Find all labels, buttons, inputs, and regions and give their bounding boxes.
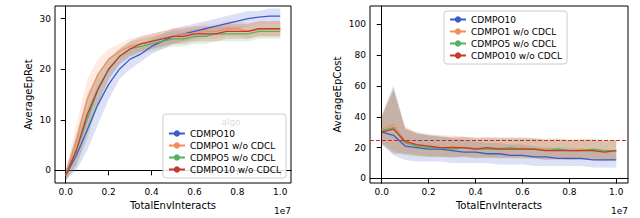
- svg-text:0.8: 0.8: [230, 187, 245, 197]
- svg-text:AverageEpCost: AverageEpCost: [332, 56, 343, 132]
- svg-text:0.0: 0.0: [375, 187, 390, 197]
- svg-text:0.4: 0.4: [144, 187, 159, 197]
- svg-text:1.0: 1.0: [273, 187, 288, 197]
- svg-text:10: 10: [40, 115, 52, 125]
- svg-text:0: 0: [45, 165, 51, 175]
- svg-text:0.6: 0.6: [515, 187, 530, 197]
- svg-text:100: 100: [349, 19, 366, 29]
- svg-text:30: 30: [40, 14, 52, 24]
- svg-text:CDMPO10: CDMPO10: [190, 129, 235, 139]
- svg-text:CDMPO10 w/o CDCL: CDMPO10 w/o CDCL: [471, 51, 562, 61]
- svg-text:CDMPO10 w/o CDCL: CDMPO10 w/o CDCL: [190, 165, 281, 175]
- svg-text:0.8: 0.8: [562, 187, 577, 197]
- svg-text:80: 80: [355, 50, 367, 60]
- svg-text:1e7: 1e7: [611, 206, 628, 216]
- svg-text:0: 0: [360, 173, 366, 183]
- svg-text:CDMPO10: CDMPO10: [471, 15, 516, 25]
- svg-text:0.0: 0.0: [59, 187, 74, 197]
- svg-text:TotalEnvInteracts: TotalEnvInteracts: [129, 200, 216, 211]
- svg-text:60: 60: [355, 81, 367, 91]
- svg-text:20: 20: [40, 64, 52, 74]
- svg-text:1.0: 1.0: [609, 187, 624, 197]
- svg-text:CDMPO5 w/o CDCL: CDMPO5 w/o CDCL: [471, 39, 556, 49]
- svg-text:1e7: 1e7: [274, 206, 291, 216]
- svg-text:CDMPO1 w/o CDCL: CDMPO1 w/o CDCL: [471, 27, 556, 37]
- svg-text:20: 20: [355, 143, 367, 153]
- svg-text:AverageEpRet: AverageEpRet: [23, 59, 34, 129]
- svg-text:0.4: 0.4: [468, 187, 483, 197]
- svg-text:40: 40: [355, 112, 367, 122]
- svg-text:0.6: 0.6: [187, 187, 202, 197]
- svg-text:CDMPO5 w/o CDCL: CDMPO5 w/o CDCL: [190, 153, 275, 163]
- svg-text:0.2: 0.2: [101, 187, 115, 197]
- svg-text:0.2: 0.2: [421, 187, 435, 197]
- svg-text:TotalEnvInteracts: TotalEnvInteracts: [455, 200, 542, 211]
- svg-text:CDMPO1 w/o CDCL: CDMPO1 w/o CDCL: [190, 141, 275, 151]
